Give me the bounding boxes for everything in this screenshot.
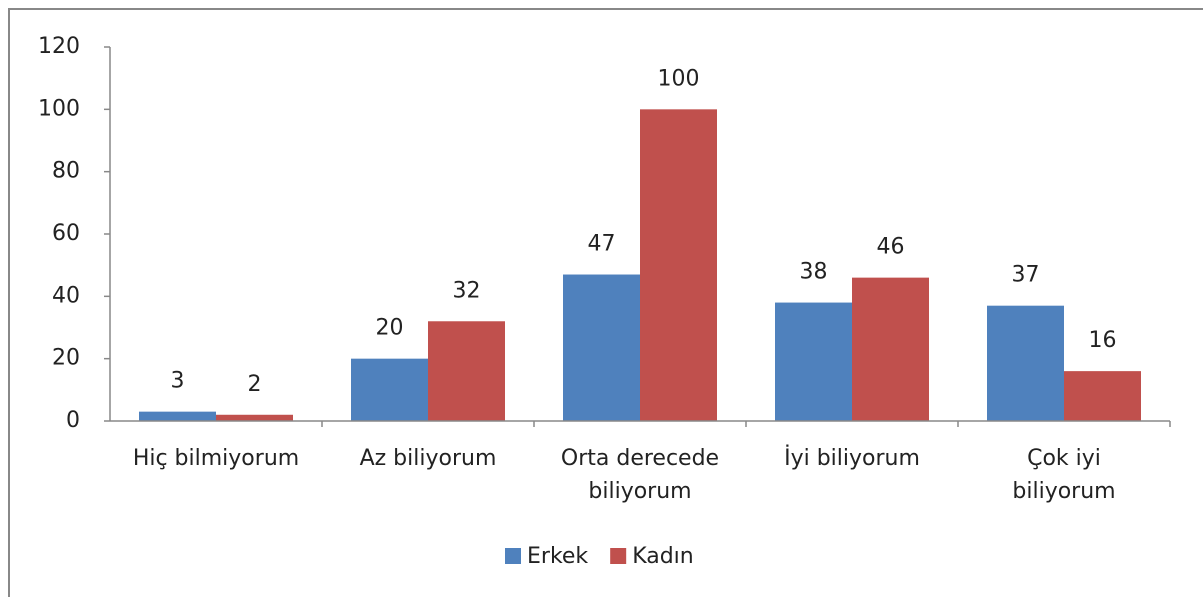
data-label: 16: [1089, 328, 1117, 353]
data-label: 100: [658, 66, 700, 91]
data-label: 2: [248, 372, 262, 397]
y-tick-label: 120: [38, 34, 80, 59]
bar: [775, 302, 852, 421]
data-label: 37: [1012, 263, 1040, 288]
x-tick-label: Az biliyorum: [359, 446, 497, 471]
data-label: 20: [376, 316, 404, 341]
bar: [216, 414, 293, 421]
x-tick-label: Çok iyi biliyorum: [1012, 446, 1116, 504]
bar: [139, 411, 216, 421]
chart-border: [8, 8, 1203, 597]
y-tick-label: 60: [52, 221, 80, 246]
legend-swatch: [505, 548, 521, 564]
legend-label: Kadın: [632, 544, 694, 569]
bar: [351, 358, 428, 421]
bar: [563, 274, 640, 421]
y-tick-label: 80: [52, 159, 80, 184]
x-tick-label: Hiç bilmiyorum: [132, 446, 300, 471]
bar: [428, 321, 505, 421]
y-tick-label: 20: [52, 346, 80, 371]
x-tick-label: İyi biliyorum: [784, 446, 920, 471]
data-label: 47: [588, 232, 616, 257]
bar: [640, 109, 717, 421]
data-label: 3: [171, 369, 185, 394]
bar: [987, 305, 1064, 421]
data-label: 46: [877, 235, 905, 260]
legend-swatch: [610, 548, 627, 564]
bar: [852, 277, 929, 421]
bar: [1064, 371, 1141, 421]
y-tick-label: 0: [66, 408, 80, 433]
x-tick-label: Orta derecede biliyorum: [560, 446, 720, 504]
y-tick-label: 40: [52, 283, 80, 308]
data-label: 32: [453, 278, 481, 303]
legend-label: Erkek: [527, 544, 588, 569]
data-label: 38: [800, 260, 828, 285]
y-tick-label: 100: [38, 96, 80, 121]
